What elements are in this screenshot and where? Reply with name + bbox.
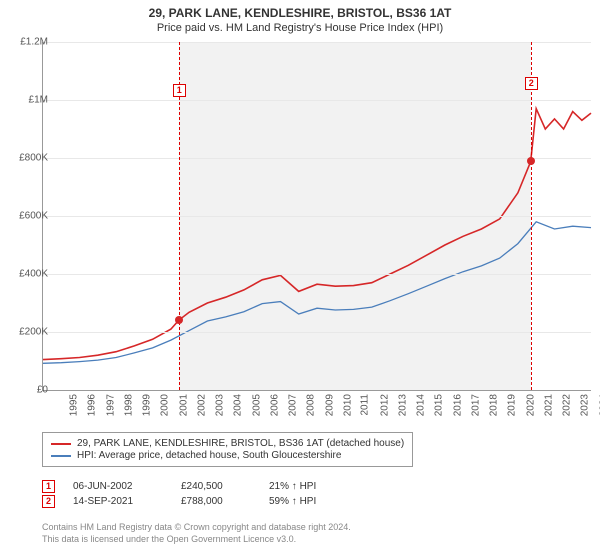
sale-row-price: £240,500 <box>181 481 251 492</box>
x-axis-label: 2014 <box>415 394 426 416</box>
x-axis-label: 1996 <box>87 394 98 416</box>
sale-row: 1 06-JUN-2002 £240,500 21% ↑ HPI <box>42 480 369 493</box>
x-axis-label: 1999 <box>141 394 152 416</box>
x-axis-label: 2018 <box>488 394 499 416</box>
y-axis-label: £200K <box>8 327 48 338</box>
sale-marker-box: 2 <box>525 77 538 90</box>
x-axis-label: 2013 <box>397 394 408 416</box>
x-axis-label: 2020 <box>525 394 536 416</box>
legend-swatch <box>51 455 71 457</box>
gridline <box>43 216 591 217</box>
sale-row-marker: 2 <box>42 495 55 508</box>
x-axis-label: 2012 <box>379 394 390 416</box>
y-axis-label: £600K <box>8 211 48 222</box>
gridline <box>43 332 591 333</box>
x-axis-label: 2009 <box>324 394 335 416</box>
x-axis-label: 2007 <box>287 394 298 416</box>
x-axis-label: 2022 <box>561 394 572 416</box>
gridline <box>43 42 591 43</box>
chart-title: 29, PARK LANE, KENDLESHIRE, BRISTOL, BS3… <box>0 6 600 20</box>
sale-row-date: 14-SEP-2021 <box>73 496 163 507</box>
gridline <box>43 100 591 101</box>
y-axis-label: £400K <box>8 269 48 280</box>
y-axis-label: £800K <box>8 153 48 164</box>
x-axis-label: 2016 <box>452 394 463 416</box>
x-axis-label: 2000 <box>160 394 171 416</box>
x-axis-label: 2019 <box>507 394 518 416</box>
legend-item: 29, PARK LANE, KENDLESHIRE, BRISTOL, BS3… <box>51 438 404 449</box>
legend-item: HPI: Average price, detached house, Sout… <box>51 450 404 461</box>
sale-row-price: £788,000 <box>181 496 251 507</box>
sale-row-marker: 1 <box>42 480 55 493</box>
footer-attribution: Contains HM Land Registry data © Crown c… <box>42 522 351 545</box>
sale-row: 2 14-SEP-2021 £788,000 59% ↑ HPI <box>42 495 369 508</box>
x-axis-label: 2023 <box>580 394 591 416</box>
sale-row-date: 06-JUN-2002 <box>73 481 163 492</box>
sale-row-diff: 59% ↑ HPI <box>269 496 369 507</box>
sale-dot <box>527 157 535 165</box>
plot-area: 12 <box>42 42 591 391</box>
x-axis-label: 2005 <box>251 394 262 416</box>
legend-label: 29, PARK LANE, KENDLESHIRE, BRISTOL, BS3… <box>77 438 404 449</box>
footer-line-2: This data is licensed under the Open Gov… <box>42 534 351 546</box>
x-axis-label: 2015 <box>434 394 445 416</box>
chart-subtitle: Price paid vs. HM Land Registry's House … <box>0 22 600 34</box>
title-block: 29, PARK LANE, KENDLESHIRE, BRISTOL, BS3… <box>0 0 600 36</box>
chart-container: 29, PARK LANE, KENDLESHIRE, BRISTOL, BS3… <box>0 0 600 560</box>
legend-label: HPI: Average price, detached house, Sout… <box>77 450 341 461</box>
sale-vertical-line <box>531 42 532 390</box>
x-axis-label: 2010 <box>342 394 353 416</box>
series-line <box>43 109 591 360</box>
y-axis-label: £1M <box>8 95 48 106</box>
x-axis-label: 2017 <box>470 394 481 416</box>
gridline <box>43 274 591 275</box>
x-axis-label: 2004 <box>233 394 244 416</box>
x-axis-label: 2003 <box>214 394 225 416</box>
legend: 29, PARK LANE, KENDLESHIRE, BRISTOL, BS3… <box>42 432 413 467</box>
series-line <box>43 222 591 363</box>
x-axis-label: 2006 <box>269 394 280 416</box>
sale-dot <box>175 316 183 324</box>
x-axis-label: 2011 <box>360 394 371 416</box>
x-axis-label: 1997 <box>105 394 116 416</box>
sale-row-diff: 21% ↑ HPI <box>269 481 369 492</box>
sale-marker-table: 1 06-JUN-2002 £240,500 21% ↑ HPI 2 14-SEP-202… <box>42 478 369 510</box>
gridline <box>43 158 591 159</box>
x-axis-label: 1998 <box>123 394 134 416</box>
x-axis-label: 2008 <box>306 394 317 416</box>
legend-swatch <box>51 443 71 445</box>
x-axis-label: 2002 <box>196 394 207 416</box>
x-axis-label: 1995 <box>68 394 79 416</box>
y-axis-label: £1.2M <box>8 37 48 48</box>
y-axis-label: £0 <box>8 385 48 396</box>
x-axis-label: 2021 <box>543 394 554 416</box>
sale-marker-box: 1 <box>173 84 186 97</box>
x-axis-label: 2001 <box>178 394 189 416</box>
footer-line-1: Contains HM Land Registry data © Crown c… <box>42 522 351 534</box>
